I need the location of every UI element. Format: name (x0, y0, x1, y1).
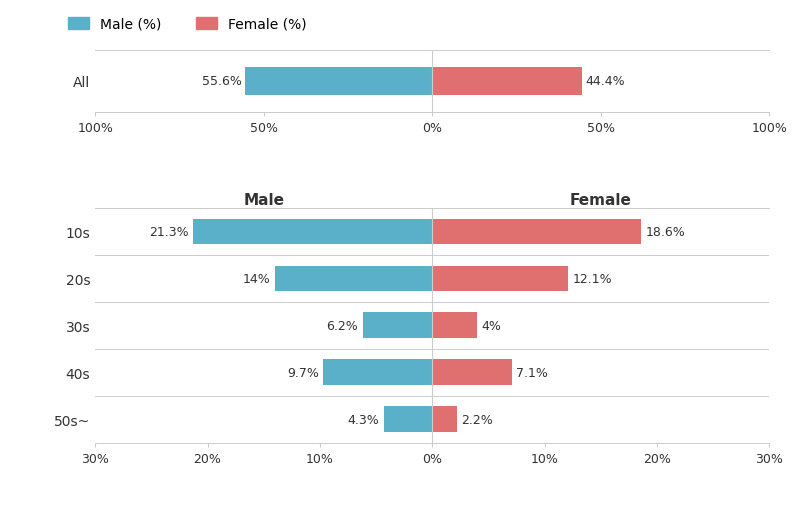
Bar (432, 219, 641, 245)
Bar (275, 266, 432, 292)
Bar (384, 407, 432, 432)
Text: 12.1%: 12.1% (573, 272, 612, 286)
Text: 6.2%: 6.2% (326, 319, 358, 332)
Text: 18.6%: 18.6% (646, 225, 685, 239)
Legend: Male (%), Female (%): Male (%), Female (%) (63, 12, 312, 37)
Text: 44.4%: 44.4% (585, 75, 625, 88)
Text: 21.3%: 21.3% (149, 225, 189, 239)
Bar (432, 360, 512, 385)
Bar (193, 219, 432, 245)
Bar (432, 266, 568, 292)
Text: Female: Female (569, 192, 632, 207)
Text: 7.1%: 7.1% (516, 366, 548, 379)
Bar (362, 313, 432, 338)
Bar (432, 407, 457, 432)
Text: 4%: 4% (481, 319, 501, 332)
Text: 55.6%: 55.6% (201, 75, 241, 88)
Bar (245, 68, 432, 96)
Text: 9.7%: 9.7% (287, 366, 319, 379)
Text: Male: Male (243, 192, 284, 207)
Bar (432, 313, 477, 338)
Bar (432, 68, 582, 96)
Text: 14%: 14% (243, 272, 270, 286)
Bar (324, 360, 432, 385)
Text: 4.3%: 4.3% (347, 413, 379, 426)
Text: 2.2%: 2.2% (462, 413, 493, 426)
